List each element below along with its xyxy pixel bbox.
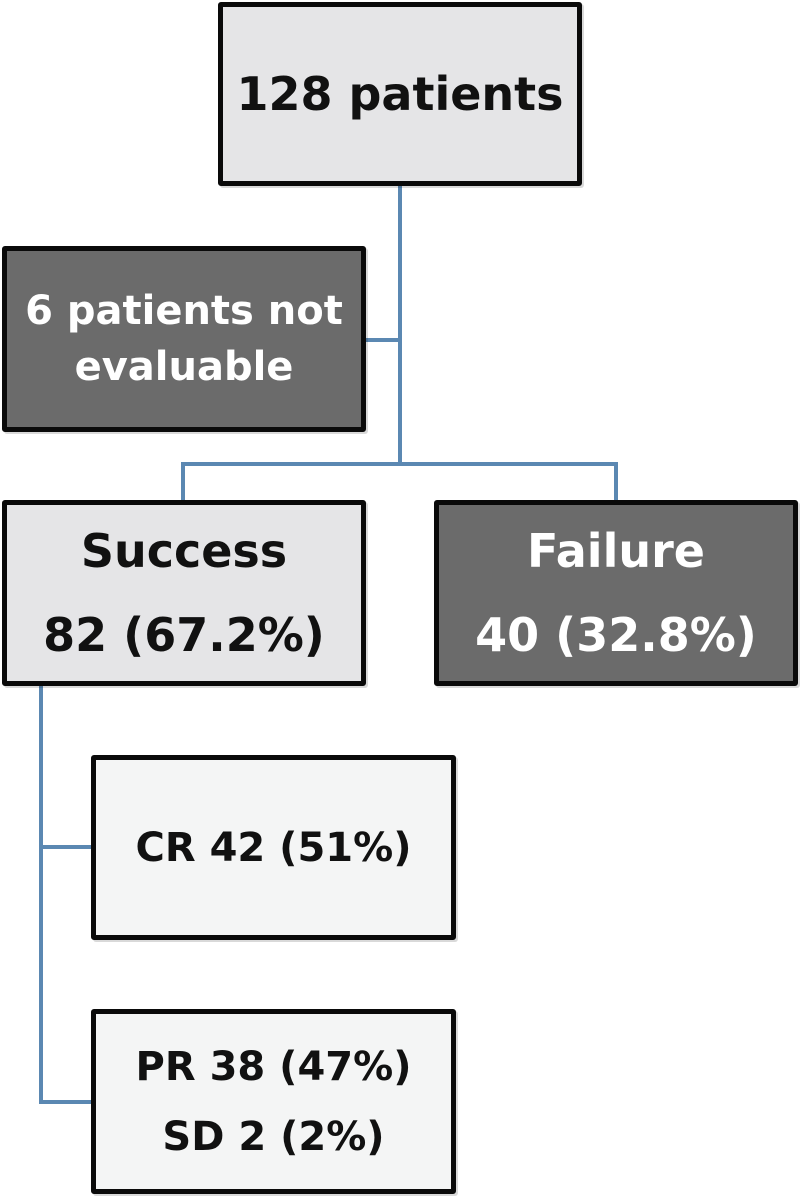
not-evaluable-line1: 6 patients not (25, 288, 343, 334)
partial-stable-box: PR 38 (47%) SD 2 (2%) (91, 1009, 456, 1194)
stable-disease-label: SD 2 (2%) (162, 1113, 385, 1160)
partial-response-label: PR 38 (47%) (135, 1043, 412, 1090)
failure-value: 40 (32.8%) (475, 608, 757, 662)
not-evaluable-box: 6 patients not evaluable (2, 246, 366, 432)
failure-box: Failure 40 (32.8%) (434, 500, 798, 686)
success-value: 82 (67.2%) (43, 608, 325, 662)
total-patients-label: 128 patients (236, 67, 564, 121)
complete-response-label: CR 42 (51%) (135, 824, 412, 871)
success-title: Success (80, 524, 288, 578)
not-evaluable-line2: evaluable (74, 344, 294, 390)
success-box: Success 82 (67.2%) (2, 500, 366, 686)
failure-title: Failure (527, 524, 705, 578)
total-patients-box: 128 patients (218, 2, 582, 186)
complete-response-box: CR 42 (51%) (91, 755, 456, 940)
